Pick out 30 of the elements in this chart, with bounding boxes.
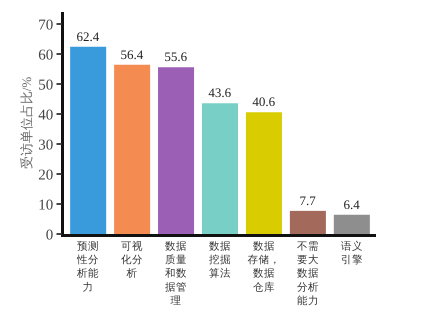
data-label: 7.7 bbox=[300, 192, 316, 208]
bar bbox=[114, 64, 150, 234]
y-tick-label: 50 bbox=[38, 77, 54, 94]
x-tick-label: 可视化分析 bbox=[121, 239, 144, 280]
x-tick-label: 语义引擎 bbox=[340, 239, 363, 266]
y-tick-label: 10 bbox=[38, 197, 54, 214]
bar bbox=[246, 112, 282, 234]
x-tick-label: 预测性分析能力 bbox=[76, 240, 100, 294]
bar bbox=[202, 103, 238, 234]
x-tick-label: 数据质量和数据管理 bbox=[165, 240, 188, 307]
bar bbox=[70, 46, 106, 234]
x-tick-label: 数据挖掘算法 bbox=[209, 240, 231, 280]
data-label: 43.6 bbox=[208, 85, 232, 100]
data-label: 40.6 bbox=[252, 94, 276, 110]
bar bbox=[290, 210, 326, 234]
y-tick-label: 70 bbox=[38, 17, 54, 34]
bar bbox=[334, 214, 370, 234]
data-label: 62.4 bbox=[76, 28, 100, 44]
y-tick-label: 30 bbox=[38, 137, 54, 154]
bar bbox=[158, 67, 194, 234]
x-tick-label: 不需要大数据分析能力 bbox=[296, 240, 319, 307]
y-tick-label: 20 bbox=[38, 167, 54, 184]
y-tick-label: 60 bbox=[38, 47, 54, 64]
y-tick-label: 40 bbox=[38, 107, 54, 124]
data-label: 6.4 bbox=[343, 196, 360, 212]
y-axis-title: 受访单位占比/% bbox=[19, 76, 34, 170]
data-label: 55.6 bbox=[164, 49, 188, 64]
x-tick-label: 数据存储，数据仓库 bbox=[247, 240, 280, 294]
data-label: 56.4 bbox=[120, 46, 144, 62]
y-tick-label: 0 bbox=[46, 227, 54, 244]
